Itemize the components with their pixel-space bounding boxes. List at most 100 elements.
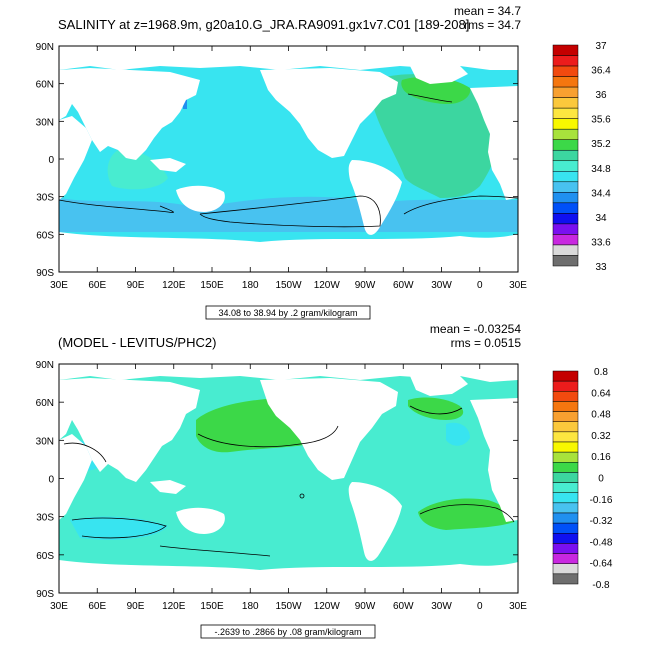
panel1-y-tick-label: 30N xyxy=(36,117,54,128)
panel1-colorbar-swatch xyxy=(552,171,579,183)
panel1-colorbar-swatch xyxy=(552,223,579,235)
panel2-x-tick-label: 180 xyxy=(242,601,259,612)
panel2-colorbar-swatch xyxy=(552,370,579,382)
panel2-colorbar-label: -0.32 xyxy=(590,516,613,527)
panel2-land xyxy=(59,367,518,577)
panel1-colorbar-swatch xyxy=(552,202,579,214)
panel1-x-tick-label: 120W xyxy=(314,280,341,291)
panel1-japan-low xyxy=(183,99,187,109)
panel2-map xyxy=(58,363,519,594)
panel1-x-tick-label: 90E xyxy=(127,280,145,291)
panel2-land-maritime xyxy=(150,480,186,494)
panel2-contour-npacific xyxy=(197,425,339,448)
panel-salinity: SALINITY at z=1968.9m, g20a10.G_JRA.RA90… xyxy=(36,4,611,320)
panel2-x-tick-label: 150W xyxy=(275,601,302,612)
panel2-colorbar-swatch xyxy=(552,563,579,575)
panel1-contour-atlantic xyxy=(403,195,519,215)
panel1-land-europe-africa xyxy=(470,86,518,200)
panel2-y-tick-label: 30N xyxy=(36,436,54,447)
panel2-colorbar-swatch xyxy=(552,451,579,463)
panel2-land-antarctica xyxy=(59,560,518,577)
panel2-y-tick-label: 0 xyxy=(48,475,54,486)
panel1-colorbar-swatch xyxy=(552,244,579,256)
panel1-x-tick-label: 30W xyxy=(431,280,452,291)
panel1-colorbar-swatch xyxy=(552,55,579,67)
panel2-x-tick-label: 0 xyxy=(477,601,483,612)
panel1-colorbar-swatch xyxy=(552,213,579,225)
panel2-x-tick-label: 30W xyxy=(431,601,452,612)
panel2-natl-low xyxy=(446,422,470,446)
panel1-colorbar-swatch xyxy=(552,65,579,77)
panel1-mean: mean = 34.7 xyxy=(454,4,521,18)
panel2-sw-low xyxy=(70,516,168,540)
panel1-land-antarctica xyxy=(59,232,518,247)
panel1-land xyxy=(59,57,518,247)
panel2-colorbar-swatch xyxy=(552,401,579,412)
panel1-colorbar-swatch xyxy=(552,86,579,98)
panel2-land-australia xyxy=(176,507,225,534)
panel1-colorbar-swatch xyxy=(552,192,579,204)
panel1-colorbar-swatch xyxy=(552,160,579,172)
panel1-x-tick-label: 60E xyxy=(88,280,106,291)
panel2-colorbar-swatch xyxy=(552,472,579,483)
panel2-colorbar-swatch xyxy=(552,573,579,585)
panel2-range-label: -.2639 to .2866 by .08 gram/kilogram xyxy=(214,627,361,637)
panel2-colorbar-swatch xyxy=(552,533,579,544)
panel2-colorbar-swatch xyxy=(552,482,579,493)
panel2-x-tick-label: 30E xyxy=(50,601,68,612)
panel1-x-tick-label: 120E xyxy=(162,280,186,291)
panel2-contour-dot xyxy=(299,493,305,499)
panel2-colorbar-label: 0.64 xyxy=(591,388,611,399)
panel2-land-africa xyxy=(59,434,92,520)
panel1-atlantic-field xyxy=(370,74,499,198)
panel1-range-label: 34.08 to 38.94 by .2 gram/kilogram xyxy=(218,308,357,318)
panel2-land-namerica xyxy=(260,378,398,480)
panel1-land-samerica xyxy=(348,160,402,235)
panel2-colorbar-label: 0.16 xyxy=(591,452,611,463)
panel2-y-tick-label: 30S xyxy=(36,513,54,524)
panel1-x-tick-label: 90W xyxy=(355,280,376,291)
panel2-rms: rms = 0.0515 xyxy=(451,336,522,350)
panel1-x-tick-label: 30E xyxy=(50,280,68,291)
panel1-colorbar-swatch xyxy=(552,149,579,162)
panel1-colorbar: 37 36.4 36 35.6 35.2 34.8 34.4 34 33.6 33 xyxy=(552,41,611,273)
panel2-colorbar-label: -0.8 xyxy=(592,580,610,591)
panel2-contour-southern xyxy=(159,545,271,557)
panel1-x-ticks: 30E 60E 90E 120E 150E 180 150W 120W 90W 60W 30W 0 30… xyxy=(50,46,527,291)
panel1-title: SALINITY at z=1968.9m, g20a10.G_JRA.RA90… xyxy=(58,17,469,32)
panel1-y-tick-label: 90N xyxy=(36,42,54,53)
panel2-y-tick-label: 90N xyxy=(36,360,54,371)
panel1-land-arctic xyxy=(59,57,518,70)
panel2-colorbar-swatch xyxy=(552,512,579,524)
panel1-colorbar-swatch xyxy=(552,76,579,88)
panel2-colorbar-label: -0.16 xyxy=(590,495,613,506)
panel2-land-greenland xyxy=(410,376,468,396)
panel1-colorbar-swatch xyxy=(552,97,579,109)
panel1-contour-nordic xyxy=(407,93,453,103)
panel1-colorbar-label: 36 xyxy=(595,90,607,101)
panel1-y-tick-label: 90S xyxy=(36,268,54,279)
panel1-x-tick-label: 150E xyxy=(200,280,224,291)
panel2-x-tick-label: 120W xyxy=(314,601,341,612)
panel1-y-tick-label: 60S xyxy=(36,230,54,241)
panel1-land-namerica xyxy=(260,68,398,158)
panel2-colorbar-swatch xyxy=(552,380,579,392)
panel2-land-europe-africa xyxy=(470,398,518,522)
panel1-colorbar-swatch xyxy=(552,118,579,130)
panel2-mean: mean = -0.03254 xyxy=(430,322,521,336)
panel2-title: (MODEL - LEVITUS/PHC2) xyxy=(58,335,216,350)
panel2-x-tick-label: 60E xyxy=(88,601,106,612)
panel1-colorbar-swatch xyxy=(552,107,579,119)
panel2-x-tick-label: 150E xyxy=(200,601,224,612)
panel1-colorbar-swatch xyxy=(552,255,579,267)
panel2-y-tick-label: 60S xyxy=(36,551,54,562)
panel2-colorbar-label: 0.32 xyxy=(591,431,611,442)
panel1-land-eurasia xyxy=(59,68,200,160)
panel2-x-tick-label: 90E xyxy=(127,601,145,612)
panel2-x-tick-label: 60W xyxy=(393,601,414,612)
panel1-land-greenland xyxy=(410,66,468,84)
panel2-colorbar: 0.8 0.64 0.48 0.32 0.16 0 -0.16 -0.32 -0.48 -0.64… xyxy=(552,367,613,591)
panel2-colorbar-swatch xyxy=(552,421,579,433)
panel2-colorbar-label: 0.8 xyxy=(594,367,608,378)
panel1-map xyxy=(58,45,519,273)
